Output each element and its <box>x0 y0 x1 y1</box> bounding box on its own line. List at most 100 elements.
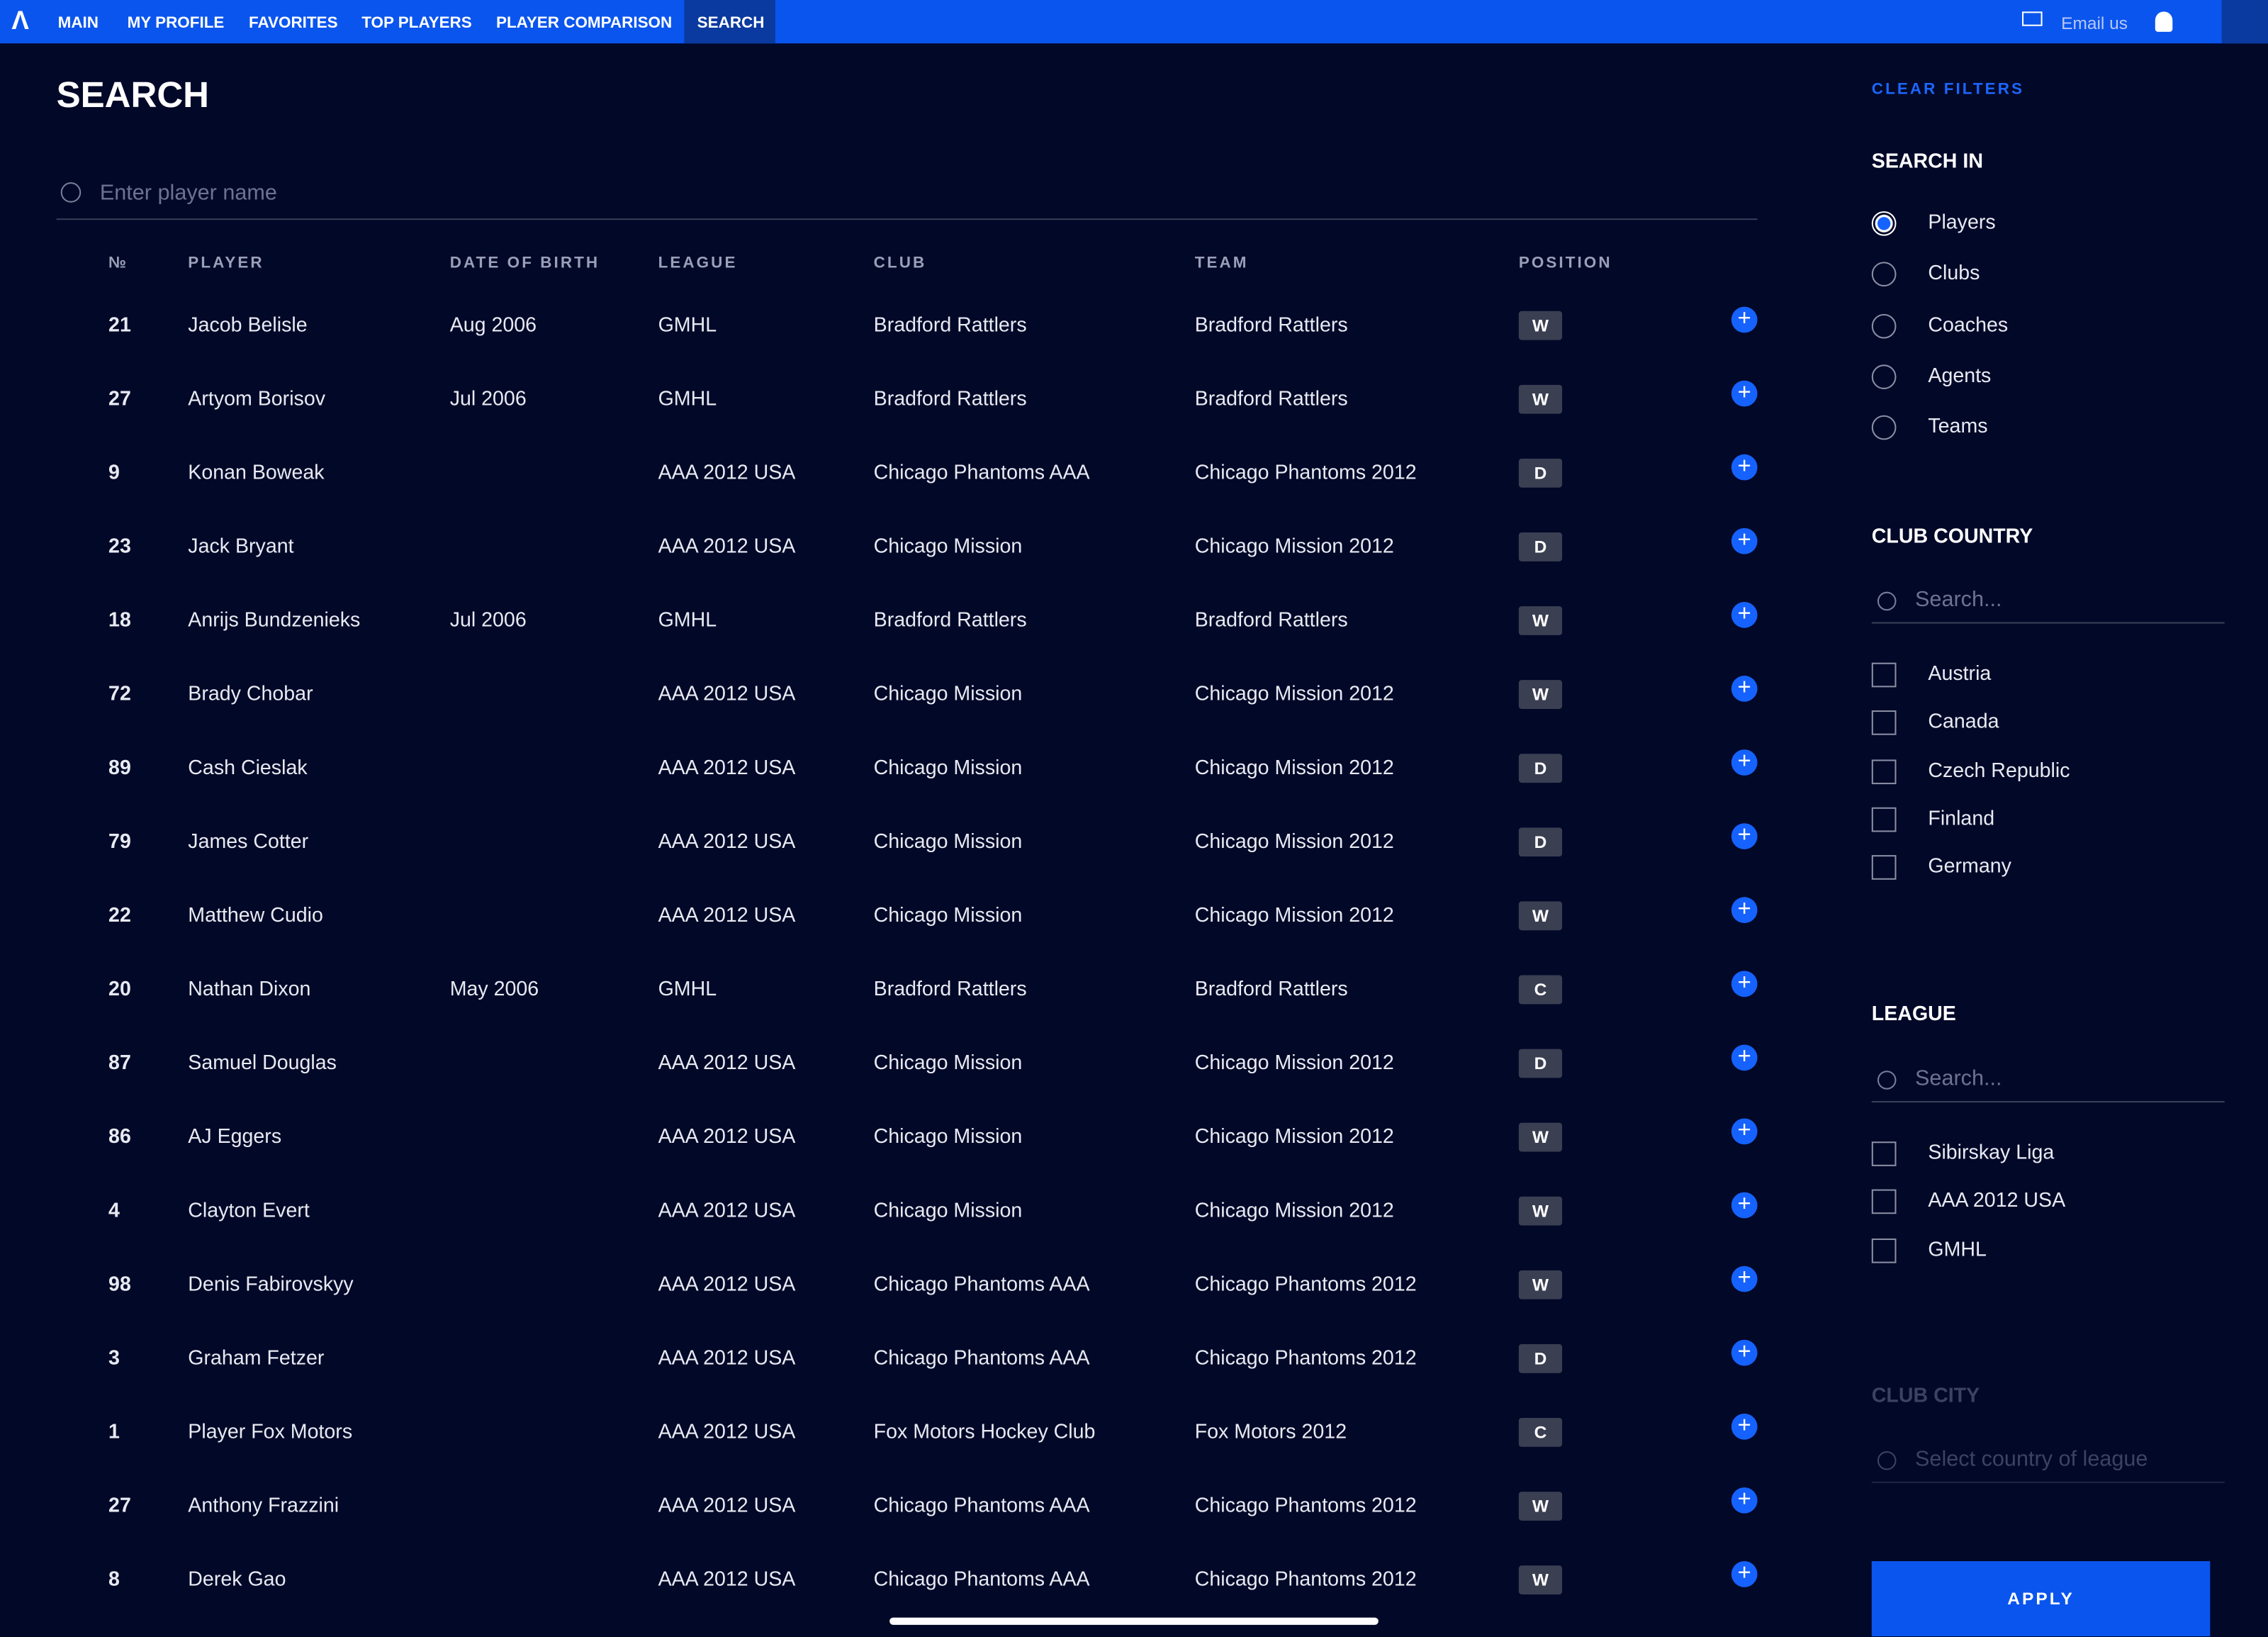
checkbox-label: Austria <box>1928 661 1992 685</box>
table-cell: Chicago Mission <box>873 829 1023 853</box>
table-cell: Denis Fabirovskyy <box>188 1271 354 1295</box>
checkbox[interactable] <box>1871 807 1897 832</box>
add-button[interactable]: + <box>1731 1118 1758 1145</box>
player-number: 18 <box>108 608 131 631</box>
position-badge: D <box>1518 827 1563 857</box>
filter-search[interactable]: Search... <box>1915 587 2002 613</box>
table-cell: AAA 2012 USA <box>658 1345 796 1369</box>
table-cell: Konan Boweak <box>188 459 325 484</box>
add-button[interactable]: + <box>1731 454 1758 481</box>
checkbox[interactable] <box>1871 710 1897 736</box>
checkbox[interactable] <box>1871 1141 1897 1166</box>
table-cell: Bradford Rattlers <box>873 386 1027 410</box>
table-cell: James Cotter <box>188 829 309 853</box>
radio-label: Players <box>1928 209 1996 233</box>
table-cell: Chicago Mission 2012 <box>1194 1197 1394 1222</box>
add-button[interactable]: + <box>1731 601 1758 628</box>
player-number: 27 <box>108 386 131 410</box>
nav-item[interactable]: PLAYER COMPARISON <box>495 14 673 32</box>
add-button[interactable]: + <box>1731 1487 1758 1514</box>
table-cell: AJ Eggers <box>188 1124 282 1148</box>
checkbox[interactable] <box>1871 1190 1897 1214</box>
checkbox[interactable] <box>1871 855 1897 881</box>
radio[interactable] <box>1871 211 1897 236</box>
add-button[interactable]: + <box>1731 1561 1758 1587</box>
table-cell: Chicago Mission <box>873 534 1023 557</box>
player-number: 8 <box>108 1567 120 1590</box>
filter-search[interactable]: Search... <box>1915 1066 2002 1091</box>
add-button[interactable]: + <box>1731 306 1758 333</box>
add-button[interactable]: + <box>1731 749 1758 776</box>
radio-label: Coaches <box>1928 311 2009 335</box>
search-input[interactable]: Enter player name <box>99 181 277 206</box>
table-cell: Chicago Mission 2012 <box>1194 903 1394 927</box>
add-button[interactable]: + <box>1731 1192 1758 1219</box>
position-badge: W <box>1518 680 1563 709</box>
table-cell: AAA 2012 USA <box>658 1124 796 1148</box>
add-button[interactable]: + <box>1731 676 1758 702</box>
table-cell: Chicago Phantoms AAA <box>873 1567 1090 1590</box>
radio-label: Clubs <box>1928 260 1980 284</box>
nav-item[interactable]: TOP PLAYERS <box>361 14 472 32</box>
table-cell: Jack Bryant <box>188 534 294 557</box>
add-button[interactable]: + <box>1731 1044 1758 1071</box>
add-button[interactable]: + <box>1731 1339 1758 1366</box>
email-link[interactable]: Email us <box>2061 13 2128 33</box>
add-button[interactable]: + <box>1731 971 1758 998</box>
radio[interactable] <box>1871 313 1897 338</box>
player-number: 72 <box>108 681 131 705</box>
filter-title: CLUB COUNTRY <box>1871 523 2033 547</box>
position-badge: W <box>1518 1122 1563 1152</box>
add-button[interactable]: + <box>1731 897 1758 924</box>
table-cell: Chicago Phantoms 2012 <box>1194 1567 1417 1590</box>
table-cell: Chicago Phantoms 2012 <box>1194 1493 1417 1516</box>
filter-underline <box>1871 622 2225 624</box>
filter-title: CLUB CITY <box>1871 1383 1980 1407</box>
player-number: 98 <box>108 1271 131 1295</box>
position-badge: D <box>1518 532 1563 562</box>
nav-active-bg <box>684 0 775 44</box>
radio[interactable] <box>1871 415 1897 440</box>
table-cell: Chicago Mission <box>873 1124 1023 1148</box>
logout-bg[interactable] <box>2221 0 2268 44</box>
table-cell: Chicago Mission 2012 <box>1194 681 1394 705</box>
bell-icon[interactable] <box>2155 11 2173 32</box>
add-button[interactable]: + <box>1731 380 1758 407</box>
column-header: CLUB <box>873 255 927 272</box>
position-badge: W <box>1518 606 1563 635</box>
table-cell: Bradford Rattlers <box>1194 312 1348 336</box>
position-badge: D <box>1518 458 1563 488</box>
checkbox[interactable] <box>1871 759 1897 784</box>
table-cell: AAA 2012 USA <box>658 1271 796 1295</box>
apply-button[interactable]: APPLY <box>1871 1561 2211 1637</box>
radio[interactable] <box>1871 364 1897 389</box>
player-number: 22 <box>108 903 131 927</box>
checkbox-label: AAA 2012 USA <box>1928 1188 2066 1212</box>
table-cell: Bradford Rattlers <box>1194 386 1348 410</box>
nav-item[interactable]: SEARCH <box>697 14 765 32</box>
table-cell: AAA 2012 USA <box>658 1493 796 1516</box>
radio-label: Agents <box>1928 363 1992 386</box>
nav-item[interactable]: MY PROFILE <box>127 14 225 32</box>
search-icon <box>1877 1451 1897 1470</box>
table-cell: Bradford Rattlers <box>1194 976 1348 1000</box>
checkbox[interactable] <box>1871 1238 1897 1263</box>
checkbox[interactable] <box>1871 662 1897 688</box>
add-button[interactable]: + <box>1731 1413 1758 1440</box>
table-cell: Chicago Mission 2012 <box>1194 534 1394 557</box>
nav-item[interactable]: MAIN <box>57 14 99 32</box>
logo: Λ <box>11 6 29 35</box>
table-cell: Chicago Mission <box>873 1197 1023 1222</box>
column-header: № <box>108 255 129 272</box>
add-button[interactable]: + <box>1731 527 1758 554</box>
player-number: 86 <box>108 1124 131 1148</box>
position-badge: W <box>1518 1492 1563 1521</box>
nav-item[interactable]: FAVORITES <box>249 14 338 32</box>
add-button[interactable]: + <box>1731 823 1758 849</box>
table-cell: AAA 2012 USA <box>658 1197 796 1222</box>
table-cell: Jul 2006 <box>449 608 527 631</box>
clear-filters[interactable]: CLEAR FILTERS <box>1871 81 2025 99</box>
add-button[interactable]: + <box>1731 1266 1758 1292</box>
radio[interactable] <box>1871 262 1897 287</box>
